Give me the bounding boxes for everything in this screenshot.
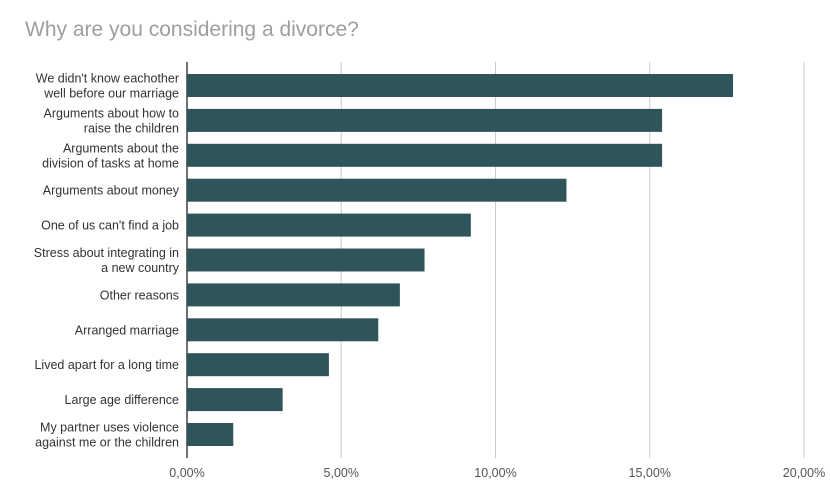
- bars: [187, 74, 734, 446]
- bar: [187, 283, 400, 307]
- category-label: Lived apart for a long time: [34, 358, 179, 372]
- bar: [187, 388, 283, 412]
- category-label: Arranged marriage: [75, 323, 179, 337]
- category-label: Arguments about money: [43, 184, 180, 198]
- x-axis-tick-labels: 0,00% 5,00% 10,00% 15,00% 20,00%: [169, 466, 825, 480]
- category-label: We didn't know eachother well before our …: [36, 72, 179, 101]
- bar: [187, 248, 425, 272]
- x-tick-label: 10,00%: [474, 466, 516, 480]
- category-label: My partner uses violence against me or th…: [35, 421, 179, 450]
- category-labels: We didn't know eachother well before our …: [34, 72, 180, 450]
- bar: [187, 213, 471, 237]
- bar: [187, 318, 379, 342]
- category-label: Arguments about how to raise the children: [44, 106, 180, 135]
- bar: [187, 143, 663, 167]
- category-label: Other reasons: [100, 288, 179, 302]
- x-tick-label: 5,00%: [324, 466, 359, 480]
- category-label: Arguments about the division of tasks at …: [42, 141, 179, 170]
- bar: [187, 423, 234, 446]
- bar: [187, 108, 663, 132]
- bar: [187, 353, 329, 377]
- bar: [187, 178, 567, 202]
- x-tick-label: 20,00%: [783, 466, 825, 480]
- x-tick-label: 15,00%: [629, 466, 671, 480]
- bar: [187, 74, 734, 97]
- chart-title: Why are you considering a divorce?: [25, 18, 359, 41]
- category-label: One of us can't find a job: [41, 219, 179, 233]
- category-label: Large age difference: [65, 393, 179, 407]
- category-label: Stress about integrating in a new country: [34, 246, 180, 275]
- x-tick-label: 0,00%: [169, 466, 204, 480]
